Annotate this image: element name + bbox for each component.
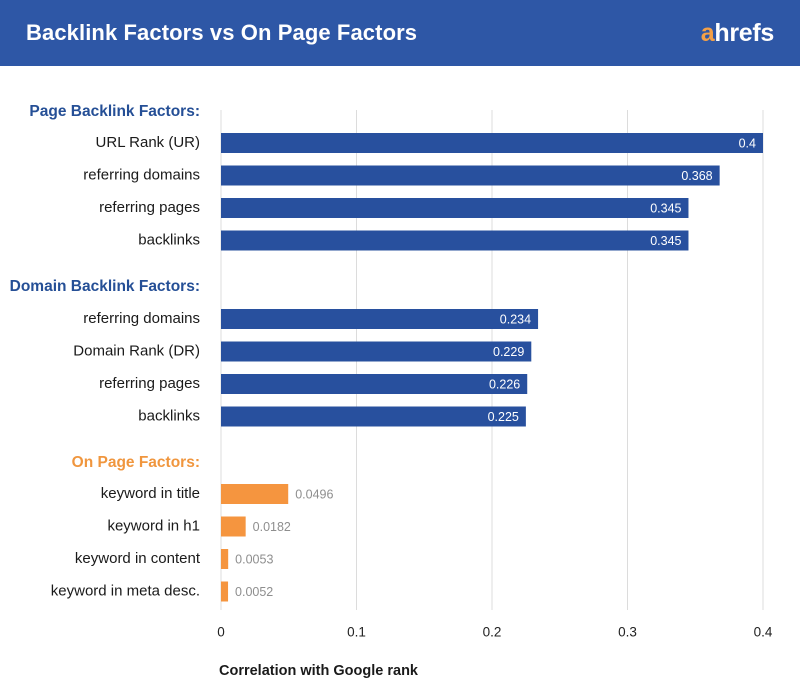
category-label: URL Rank (UR) [96,134,200,151]
x-tick-label: 0.4 [754,625,773,640]
bar [221,549,229,569]
chart-header: Backlink Factors vs On Page Factors ahre… [0,0,800,66]
data-label: 0.229 [493,345,524,359]
bar [221,406,526,427]
bar-chart: Page Backlink Factors: URL Rank (UR) 0.4 re… [10,103,773,679]
bar [221,341,532,362]
data-label: 0.0496 [295,487,333,501]
data-label: 0.345 [650,234,681,248]
bar [221,230,689,251]
chart-title: Backlink Factors vs On Page Factors [26,20,418,45]
logo-first-letter: a [700,18,715,47]
category-label: Domain Rank (DR) [73,342,200,359]
category-label: referring domains [83,310,200,327]
bar [221,198,689,218]
x-tick-label: 0.1 [347,625,366,640]
category-label: referring domains [83,166,200,183]
data-label: 0.0053 [235,552,273,566]
data-label: 0.0182 [253,520,291,534]
bar [221,484,289,504]
category-label: backlinks [138,407,200,424]
category-label: keyword in h1 [107,517,200,534]
bar [221,374,528,394]
category-label: backlinks [138,231,200,248]
logo-rest: hrefs [714,18,774,47]
bar [221,581,229,602]
data-label: 0.368 [681,169,712,183]
bar [221,133,763,153]
data-label: 0.234 [500,312,531,326]
data-label: 0.0052 [235,585,273,599]
bar [221,309,539,329]
data-label: 0.225 [488,410,519,424]
category-label: keyword in content [75,550,201,567]
group-title: On Page Factors: [72,454,200,471]
category-label: keyword in title [101,485,200,502]
data-label: 0.226 [489,377,520,391]
category-label: keyword in meta desc. [51,582,200,599]
x-tick-label: 0.2 [483,625,502,640]
group-title: Domain Backlink Factors: [10,278,200,295]
group-title: Page Backlink Factors: [29,103,200,120]
ahrefs-logo: ahrefs [700,18,775,48]
x-tick-label: 0 [217,625,225,640]
x-axis-title: Correlation with Google rank [219,663,419,679]
category-label: referring pages [99,375,200,392]
category-label: referring pages [99,199,200,216]
bar [221,165,720,186]
x-tick-label: 0.3 [618,625,637,640]
data-label: 0.4 [739,136,756,150]
bar [221,516,246,537]
data-label: 0.345 [650,201,681,215]
